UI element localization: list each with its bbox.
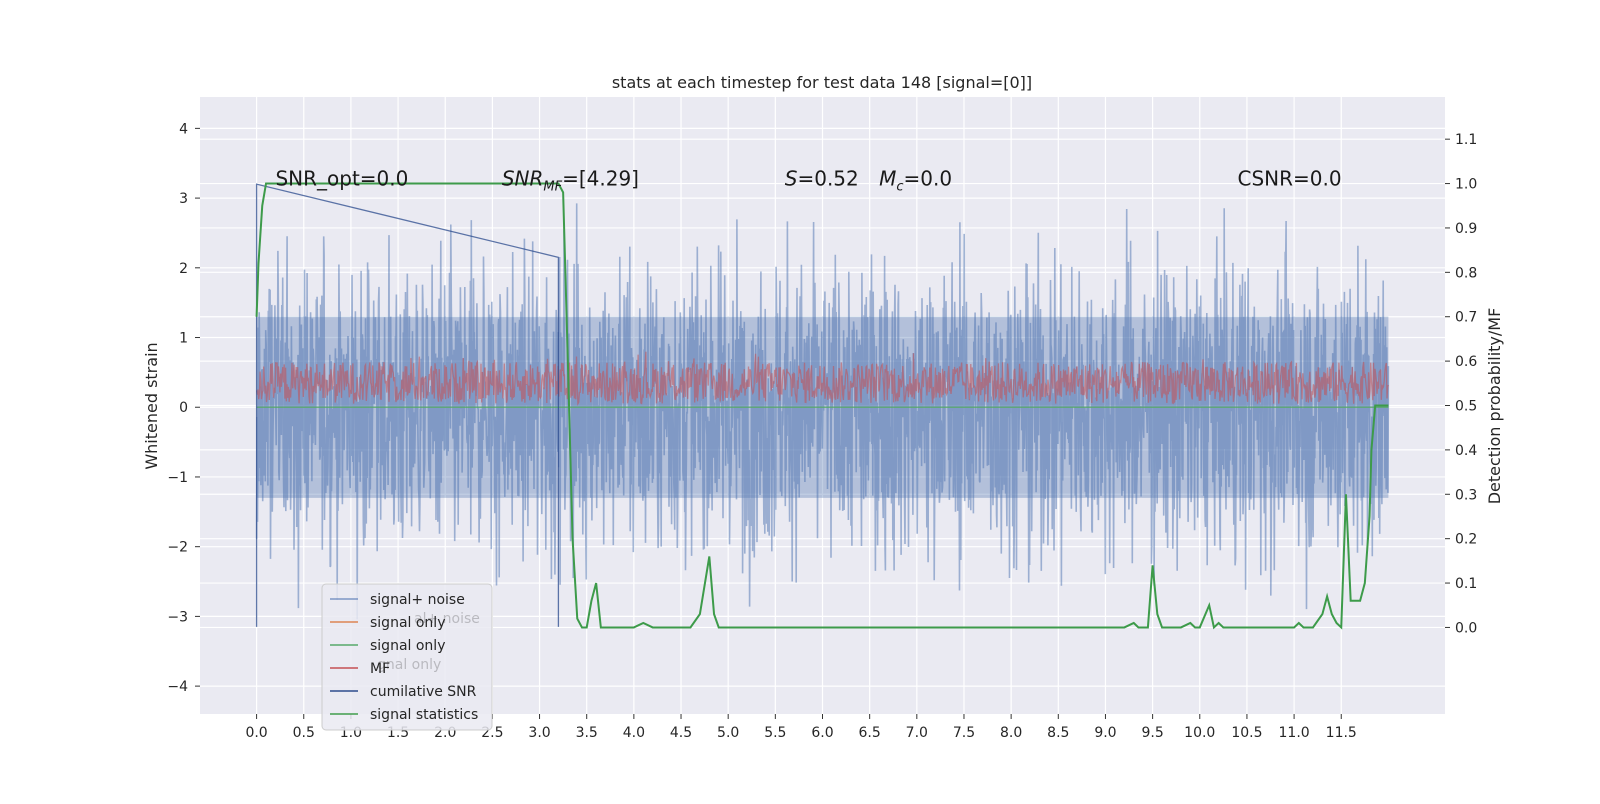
- y2-tick-label: 0.5: [1455, 399, 1477, 415]
- x-tick-label: 10.0: [1184, 725, 1215, 741]
- annotation: SNRMF=[4.29]: [502, 167, 639, 195]
- axis-layer: 0.0 0.5 1.0 1.5 2.0 2.5 3.0 3.5 4.0 4.5 5.0 5.5 6.0 6…: [167, 121, 1477, 741]
- y2-tick-label: 0.6: [1455, 354, 1477, 370]
- y2-tick-label: 1.0: [1455, 177, 1477, 193]
- annotation: CSNR=0.0: [1238, 167, 1342, 191]
- signal-statistics-series: [255, 182, 1389, 630]
- y2-tick-label: 0.4: [1455, 443, 1477, 459]
- x-tick-label: 6.0: [811, 725, 833, 741]
- legend-ghost-label: gnal only: [377, 657, 441, 673]
- y2-axis-title: Detection probability/MF: [1485, 308, 1504, 505]
- y2-tick-label: 0.3: [1455, 487, 1477, 503]
- legend-label: MF: [370, 661, 390, 677]
- x-tick-label: 7.0: [906, 725, 928, 741]
- y-axis-title: Whitened strain: [142, 342, 161, 469]
- x-tick-label: 5.0: [717, 725, 739, 741]
- y2-tick-label: 0.9: [1455, 221, 1477, 237]
- annotation: S=0.52: [785, 167, 859, 191]
- chart-title: stats at each timestep for test data 148…: [612, 73, 1032, 92]
- legend: al+ noise gnal only signal+ noise signal on…: [321, 583, 493, 731]
- x-tick-label: 5.5: [764, 725, 786, 741]
- x-tick-label: 7.5: [953, 725, 975, 741]
- x-tick-label: 8.0: [1000, 725, 1022, 741]
- mf-series: [255, 351, 1389, 407]
- x-tick-label: 9.5: [1141, 725, 1163, 741]
- y-tick-label: 0: [179, 400, 188, 416]
- annotation-layer: SNR_opt=0.0 SNRMF=[4.29] S=0.52 Mc=0.0 CSNR=…: [275, 167, 1341, 195]
- x-tick-label: 0.0: [245, 725, 267, 741]
- cumulative-snr-series: [255, 183, 560, 627]
- legend-box: [321, 583, 493, 731]
- x-tick-label: 3.0: [528, 725, 550, 741]
- y2-tick-label: 0.2: [1455, 532, 1477, 548]
- x-tick-label: 4.0: [623, 725, 645, 741]
- x-tick-label: 6.5: [859, 725, 881, 741]
- x-tick-label: 11.5: [1326, 725, 1357, 741]
- annotation: SNR_opt=0.0: [275, 167, 408, 191]
- y-tick-label: −4: [167, 679, 188, 695]
- grid-layer: [200, 97, 1445, 714]
- x-tick-label: 9.0: [1094, 725, 1116, 741]
- y-tick-label: 2: [179, 261, 188, 277]
- y-tick-label: 1: [179, 331, 188, 347]
- legend-label: signal statistics: [370, 707, 478, 723]
- x-tick-label: 4.5: [670, 725, 692, 741]
- x-tick-label: 3.5: [576, 725, 598, 741]
- y-tick-label: −1: [167, 470, 188, 486]
- legend-label: cumilative SNR: [370, 684, 477, 700]
- y2-tick-label: 0.8: [1455, 265, 1477, 281]
- x-tick-label: 11.0: [1279, 725, 1310, 741]
- y2-tick-label: 1.1: [1455, 132, 1477, 148]
- x-tick-label: 10.5: [1231, 725, 1262, 741]
- y-tick-label: −2: [167, 540, 188, 556]
- y2-tick-label: 0.7: [1455, 310, 1477, 326]
- legend-label: signal only: [370, 615, 445, 631]
- y2-tick-label: 0.0: [1455, 620, 1477, 636]
- legend-label: signal+ noise: [370, 592, 465, 608]
- y-tick-label: −3: [167, 609, 188, 625]
- y-tick-label: 3: [179, 191, 188, 207]
- legend-label: signal only: [370, 638, 445, 654]
- x-tick-label: 0.5: [293, 725, 315, 741]
- legend-ghost-label: al+ noise: [414, 611, 480, 627]
- x-tick-label: 8.5: [1047, 725, 1069, 741]
- y2-tick-label: 0.1: [1455, 576, 1477, 592]
- y-tick-label: 4: [179, 121, 188, 137]
- annotation: Mc=0.0: [879, 167, 952, 195]
- series-layer: [255, 182, 1390, 630]
